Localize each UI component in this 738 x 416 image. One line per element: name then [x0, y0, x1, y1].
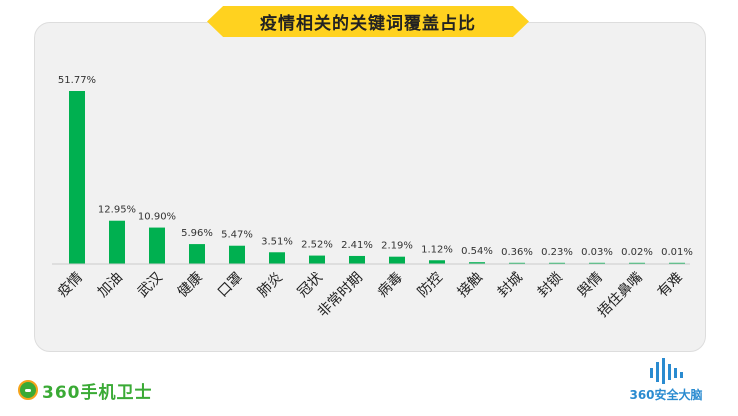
- data-label-6: 3.51%: [261, 236, 293, 247]
- data-label-1: 51.77%: [58, 75, 96, 86]
- category-label-16: 有难: [655, 270, 686, 301]
- 360-mobile-guard-logo: 360手机卫士: [18, 377, 153, 403]
- category-label-9: 病毒: [375, 270, 406, 301]
- data-label-8: 2.41%: [341, 240, 373, 251]
- category-label-13: 封锁: [535, 270, 566, 301]
- chart-card: [34, 22, 706, 352]
- bar-11: [469, 262, 485, 264]
- category-label-8: 非常时期: [315, 270, 366, 321]
- bar-5: [229, 245, 245, 264]
- bar-chart: 51.77% 疫情 12.95% 加油 10.90% 武汉 5.96% 健康 5.47% 口罩 3.…: [52, 75, 693, 321]
- data-label-7: 2.52%: [301, 240, 333, 251]
- right-logo-text: 360安全大脑: [629, 388, 703, 402]
- data-label-11: 0.54%: [461, 246, 493, 257]
- 360-security-brain-logo: 360安全大脑: [620, 356, 712, 406]
- bar-8: [349, 255, 365, 264]
- data-label-16: 0.01%: [661, 247, 693, 258]
- bar-7: [309, 255, 325, 264]
- data-label-15: 0.02%: [621, 247, 653, 258]
- category-label-1: 疫情: [55, 270, 86, 301]
- data-label-13: 0.23%: [541, 247, 573, 258]
- category-label-14: 舆情: [575, 270, 606, 301]
- bar-1: [69, 91, 85, 264]
- category-label-4: 健康: [174, 269, 206, 301]
- category-label-11: 接触: [454, 269, 486, 301]
- category-label-5: 口罩: [215, 270, 246, 301]
- left-logo-text: 360手机卫士: [42, 382, 153, 403]
- bar-10: [429, 260, 445, 264]
- chart-title: 疫情相关的关键词覆盖占比: [260, 14, 476, 34]
- bar-3: [149, 227, 165, 264]
- bar-12: [509, 262, 525, 264]
- data-label-2: 12.95%: [98, 205, 136, 216]
- category-label-3: 武汉: [135, 270, 166, 301]
- category-label-2: 加油: [95, 270, 126, 301]
- bar-6: [269, 252, 285, 264]
- bar-13: [549, 262, 565, 264]
- data-label-12: 0.36%: [501, 247, 533, 258]
- category-label-12: 封城: [495, 270, 526, 301]
- shield-logo-icon: [18, 380, 38, 400]
- bar-2: [109, 220, 125, 264]
- category-label-7: 冠状: [295, 270, 326, 301]
- bar-16: [669, 262, 685, 264]
- data-label-9: 2.19%: [381, 241, 413, 252]
- category-label-10: 防控: [415, 270, 446, 301]
- data-label-5: 5.47%: [221, 230, 253, 241]
- soundwave-logo-icon: [650, 358, 683, 384]
- category-label-15: 捂住鼻嘴: [594, 269, 646, 321]
- bar-14: [589, 262, 605, 264]
- data-label-10: 1.12%: [421, 244, 453, 255]
- data-label-4: 5.96%: [181, 228, 213, 239]
- data-label-3: 10.90%: [138, 212, 176, 223]
- data-label-14: 0.03%: [581, 247, 613, 258]
- chart-title-banner: 疫情相关的关键词覆盖占比: [207, 6, 529, 37]
- bar-9: [389, 256, 405, 264]
- bar-4: [189, 244, 205, 264]
- category-label-6: 肺炎: [255, 270, 286, 301]
- bar-15: [629, 262, 645, 264]
